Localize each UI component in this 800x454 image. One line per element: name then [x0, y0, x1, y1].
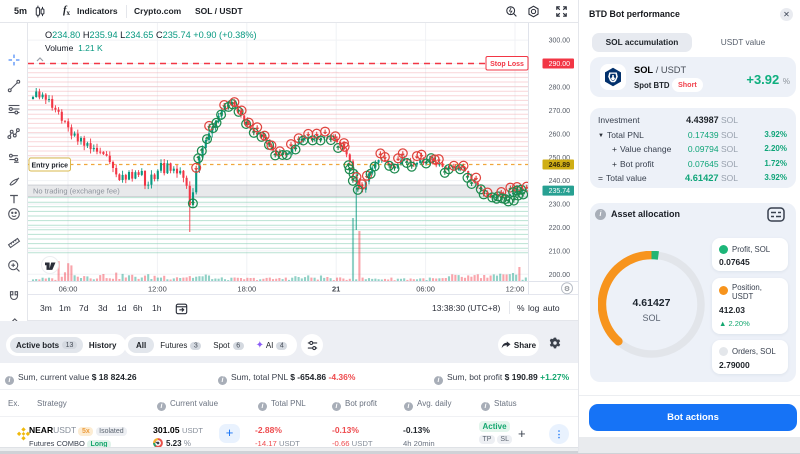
svg-text:290.00: 290.00	[549, 61, 571, 68]
svg-text:06:00: 06:00	[59, 284, 78, 293]
svg-text:No trading (exchange fee): No trading (exchange fee)	[33, 187, 120, 196]
svg-text:Entry price: Entry price	[32, 162, 69, 169]
svg-text:21: 21	[332, 284, 340, 293]
svg-text:230.00: 230.00	[549, 202, 571, 209]
svg-text:235.74: 235.74	[549, 188, 571, 195]
svg-text:260.00: 260.00	[549, 131, 571, 138]
svg-text:246.89: 246.89	[549, 162, 571, 169]
svg-text:12:00: 12:00	[148, 284, 167, 293]
svg-text:300.00: 300.00	[549, 38, 571, 45]
svg-text:210.00: 210.00	[549, 249, 571, 256]
svg-text:270.00: 270.00	[549, 108, 571, 115]
svg-text:240.00: 240.00	[549, 178, 571, 185]
svg-text:06:00: 06:00	[416, 284, 435, 293]
svg-text:280.00: 280.00	[549, 85, 571, 92]
svg-text:Stop Loss: Stop Loss	[490, 61, 524, 68]
svg-text:220.00: 220.00	[549, 225, 571, 232]
svg-text:200.00: 200.00	[549, 272, 571, 279]
svg-text:18:00: 18:00	[237, 284, 256, 293]
svg-text:250.00: 250.00	[549, 155, 571, 162]
svg-text:⚙: ⚙	[564, 285, 570, 293]
svg-text:12:00: 12:00	[506, 284, 525, 293]
